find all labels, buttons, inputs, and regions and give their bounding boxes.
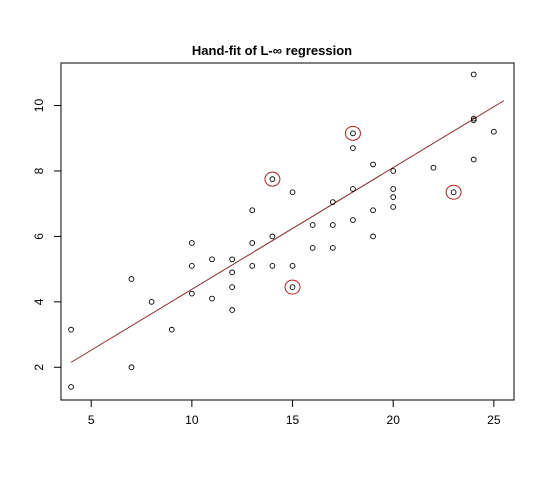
x-tick-label-2: 15	[286, 413, 300, 427]
y-tick-label-3: 8	[32, 167, 46, 174]
highlight-ring-2	[344, 125, 361, 141]
data-point-8	[189, 290, 195, 297]
y-tick-label-1: 4	[32, 298, 46, 305]
data-point-24	[309, 222, 316, 228]
data-point-35	[370, 233, 376, 240]
data-point-20	[269, 263, 276, 269]
data-point-14	[229, 307, 235, 313]
data-point-22	[289, 263, 296, 269]
data-point-12	[229, 269, 235, 276]
data-point-19	[269, 233, 276, 240]
data-point-44	[470, 117, 477, 124]
data-point-4	[148, 298, 155, 305]
data-point-23	[289, 284, 296, 290]
data-point-21	[289, 189, 296, 196]
y-tick-label-0: 2	[32, 364, 46, 371]
fit-line-group	[70, 100, 505, 363]
chart-title: Hand-fit of L-∞ regression	[192, 43, 352, 58]
data-point-29	[350, 130, 356, 137]
y-axis: 2 4 6 8 10	[32, 99, 62, 371]
data-point-32	[350, 217, 356, 223]
highlight-ring-3	[445, 184, 462, 200]
y-tick-label-4: 10	[32, 99, 46, 113]
data-points	[68, 71, 497, 390]
data-point-27	[329, 222, 336, 228]
data-point-31	[350, 186, 356, 192]
data-point-7	[189, 263, 195, 269]
data-point-10	[209, 295, 215, 302]
x-tick-label-1: 10	[185, 413, 199, 427]
data-point-2	[128, 276, 135, 282]
fit-line	[70, 100, 505, 363]
data-point-9	[209, 256, 215, 263]
data-point-5	[168, 326, 175, 333]
data-point-39	[390, 204, 397, 210]
data-point-25	[309, 245, 316, 251]
data-point-30	[350, 145, 356, 151]
x-tick-label-4: 25	[487, 413, 501, 427]
y-tick-label-2: 6	[32, 233, 46, 240]
data-point-38	[390, 194, 397, 200]
data-point-33	[370, 161, 376, 168]
data-point-28	[329, 245, 336, 251]
data-point-17	[249, 263, 256, 269]
data-point-46	[491, 128, 497, 135]
data-point-36	[390, 168, 397, 174]
data-point-15	[249, 207, 256, 214]
data-point-16	[249, 240, 256, 246]
data-point-3	[128, 364, 135, 371]
data-point-6	[189, 240, 195, 246]
data-point-34	[370, 207, 376, 214]
highlighted-points	[264, 125, 462, 295]
data-point-41	[450, 189, 457, 196]
data-point-45	[470, 156, 477, 163]
data-point-42	[470, 71, 477, 78]
highlight-ring-0	[264, 171, 281, 187]
data-point-43	[470, 115, 477, 122]
highlight-ring-1	[284, 279, 301, 295]
data-point-0	[68, 326, 74, 333]
x-axis: 5 10 15 20 25	[88, 399, 501, 427]
data-point-26	[329, 199, 336, 205]
x-tick-label-0: 5	[88, 413, 95, 427]
data-point-18	[269, 176, 276, 183]
data-point-13	[229, 284, 235, 290]
data-point-37	[390, 186, 397, 192]
x-tick-label-3: 20	[387, 413, 401, 427]
data-point-11	[229, 256, 235, 263]
data-point-1	[68, 384, 74, 390]
data-point-40	[430, 164, 437, 171]
